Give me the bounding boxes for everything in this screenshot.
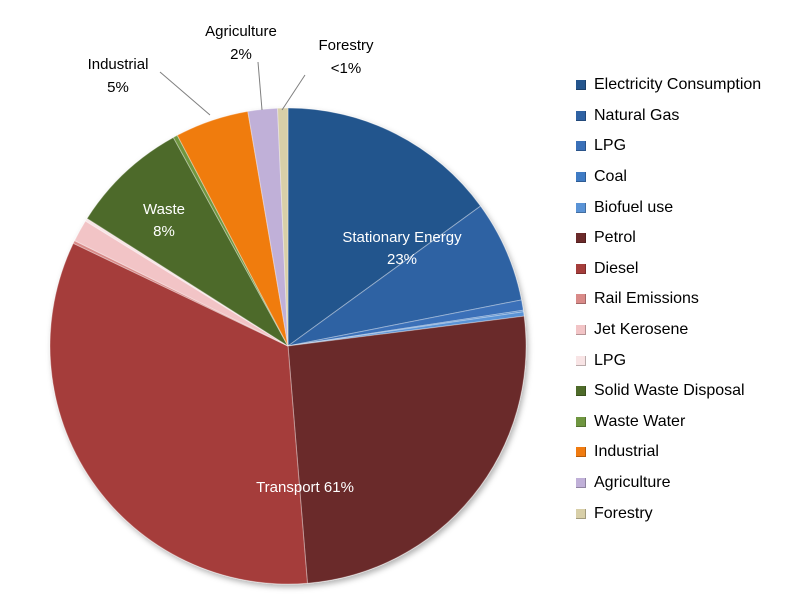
legend-item: Rail Emissions xyxy=(576,284,761,315)
legend-label: Industrial xyxy=(594,443,659,461)
legend-label: Diesel xyxy=(594,259,639,277)
legend-swatch xyxy=(576,386,586,397)
legend-label: LPG xyxy=(594,137,627,155)
waste-label: Waste xyxy=(143,201,185,218)
industrial-percent: 5% xyxy=(107,79,129,96)
legend-item: Diesel xyxy=(576,254,761,285)
stationary-energy-label: Stationary Energy xyxy=(342,229,462,246)
legend-swatch xyxy=(576,325,586,336)
leader-lines xyxy=(159,61,306,116)
chart-legend: Electricity Consumption Natural Gas LPG Coa… xyxy=(576,70,761,529)
legend-item: Agriculture xyxy=(576,468,761,499)
industrial-label: Industrial xyxy=(88,56,149,73)
legend-swatch xyxy=(576,478,586,489)
pie-slice-petrol-5 xyxy=(287,315,527,584)
forestry-percent: <1% xyxy=(331,60,361,77)
legend-swatch xyxy=(576,233,586,244)
pie-slice-electricity-consumption-0 xyxy=(287,107,482,347)
legend-item: Electricity Consumption xyxy=(576,70,761,101)
stationary-energy-percent: 23% xyxy=(387,251,417,268)
agriculture-percent: 2% xyxy=(230,46,252,63)
legend-label: Petrol xyxy=(594,229,636,247)
forestry-leader-line xyxy=(281,74,306,111)
forestry-label: Forestry xyxy=(318,37,374,54)
agriculture-label: Agriculture xyxy=(205,23,277,40)
legend-label: Solid Waste Disposal xyxy=(594,382,745,400)
agriculture-leader-line xyxy=(257,61,263,111)
legend-swatch xyxy=(576,508,586,519)
legend-label: Agriculture xyxy=(594,474,671,492)
pie-slice-solid-waste-disposal-10 xyxy=(86,136,289,347)
transport-label: Transport 61% xyxy=(256,479,354,496)
legend-swatch xyxy=(576,355,586,366)
legend-item: LPG xyxy=(576,345,761,376)
legend-swatch xyxy=(576,416,586,427)
legend-label: Jet Kerosene xyxy=(594,321,689,339)
legend-swatch xyxy=(576,172,586,183)
pie-slices xyxy=(49,107,527,585)
legend-label: Electricity Consumption xyxy=(594,76,762,94)
legend-swatch xyxy=(576,294,586,305)
legend-item: Biofuel use xyxy=(576,192,761,223)
legend-label: LPG xyxy=(594,351,627,369)
legend-swatch xyxy=(576,202,586,213)
legend-label: Waste Water xyxy=(594,412,686,430)
legend-swatch xyxy=(576,80,586,91)
legend-label: Coal xyxy=(594,168,627,186)
legend-swatch xyxy=(576,447,586,458)
industrial-leader-line xyxy=(159,71,211,116)
pie-slice-diesel-6 xyxy=(49,242,308,585)
legend-item: Jet Kerosene xyxy=(576,315,761,346)
legend-item: Petrol xyxy=(576,223,761,254)
legend-item: Industrial xyxy=(576,437,761,468)
legend-item: Forestry xyxy=(576,498,761,529)
legend-item: Waste Water xyxy=(576,407,761,438)
legend-swatch xyxy=(576,141,586,152)
legend-item: LPG xyxy=(576,131,761,162)
legend-label: Rail Emissions xyxy=(594,290,699,308)
legend-label: Natural Gas xyxy=(594,106,680,124)
legend-swatch xyxy=(576,110,586,121)
legend-item: Coal xyxy=(576,162,761,193)
waste-percent: 8% xyxy=(153,223,175,240)
legend-item: Natural Gas xyxy=(576,101,761,132)
legend-item: Solid Waste Disposal xyxy=(576,376,761,407)
legend-label: Forestry xyxy=(594,504,653,522)
legend-swatch xyxy=(576,263,586,274)
legend-label: Biofuel use xyxy=(594,198,674,216)
